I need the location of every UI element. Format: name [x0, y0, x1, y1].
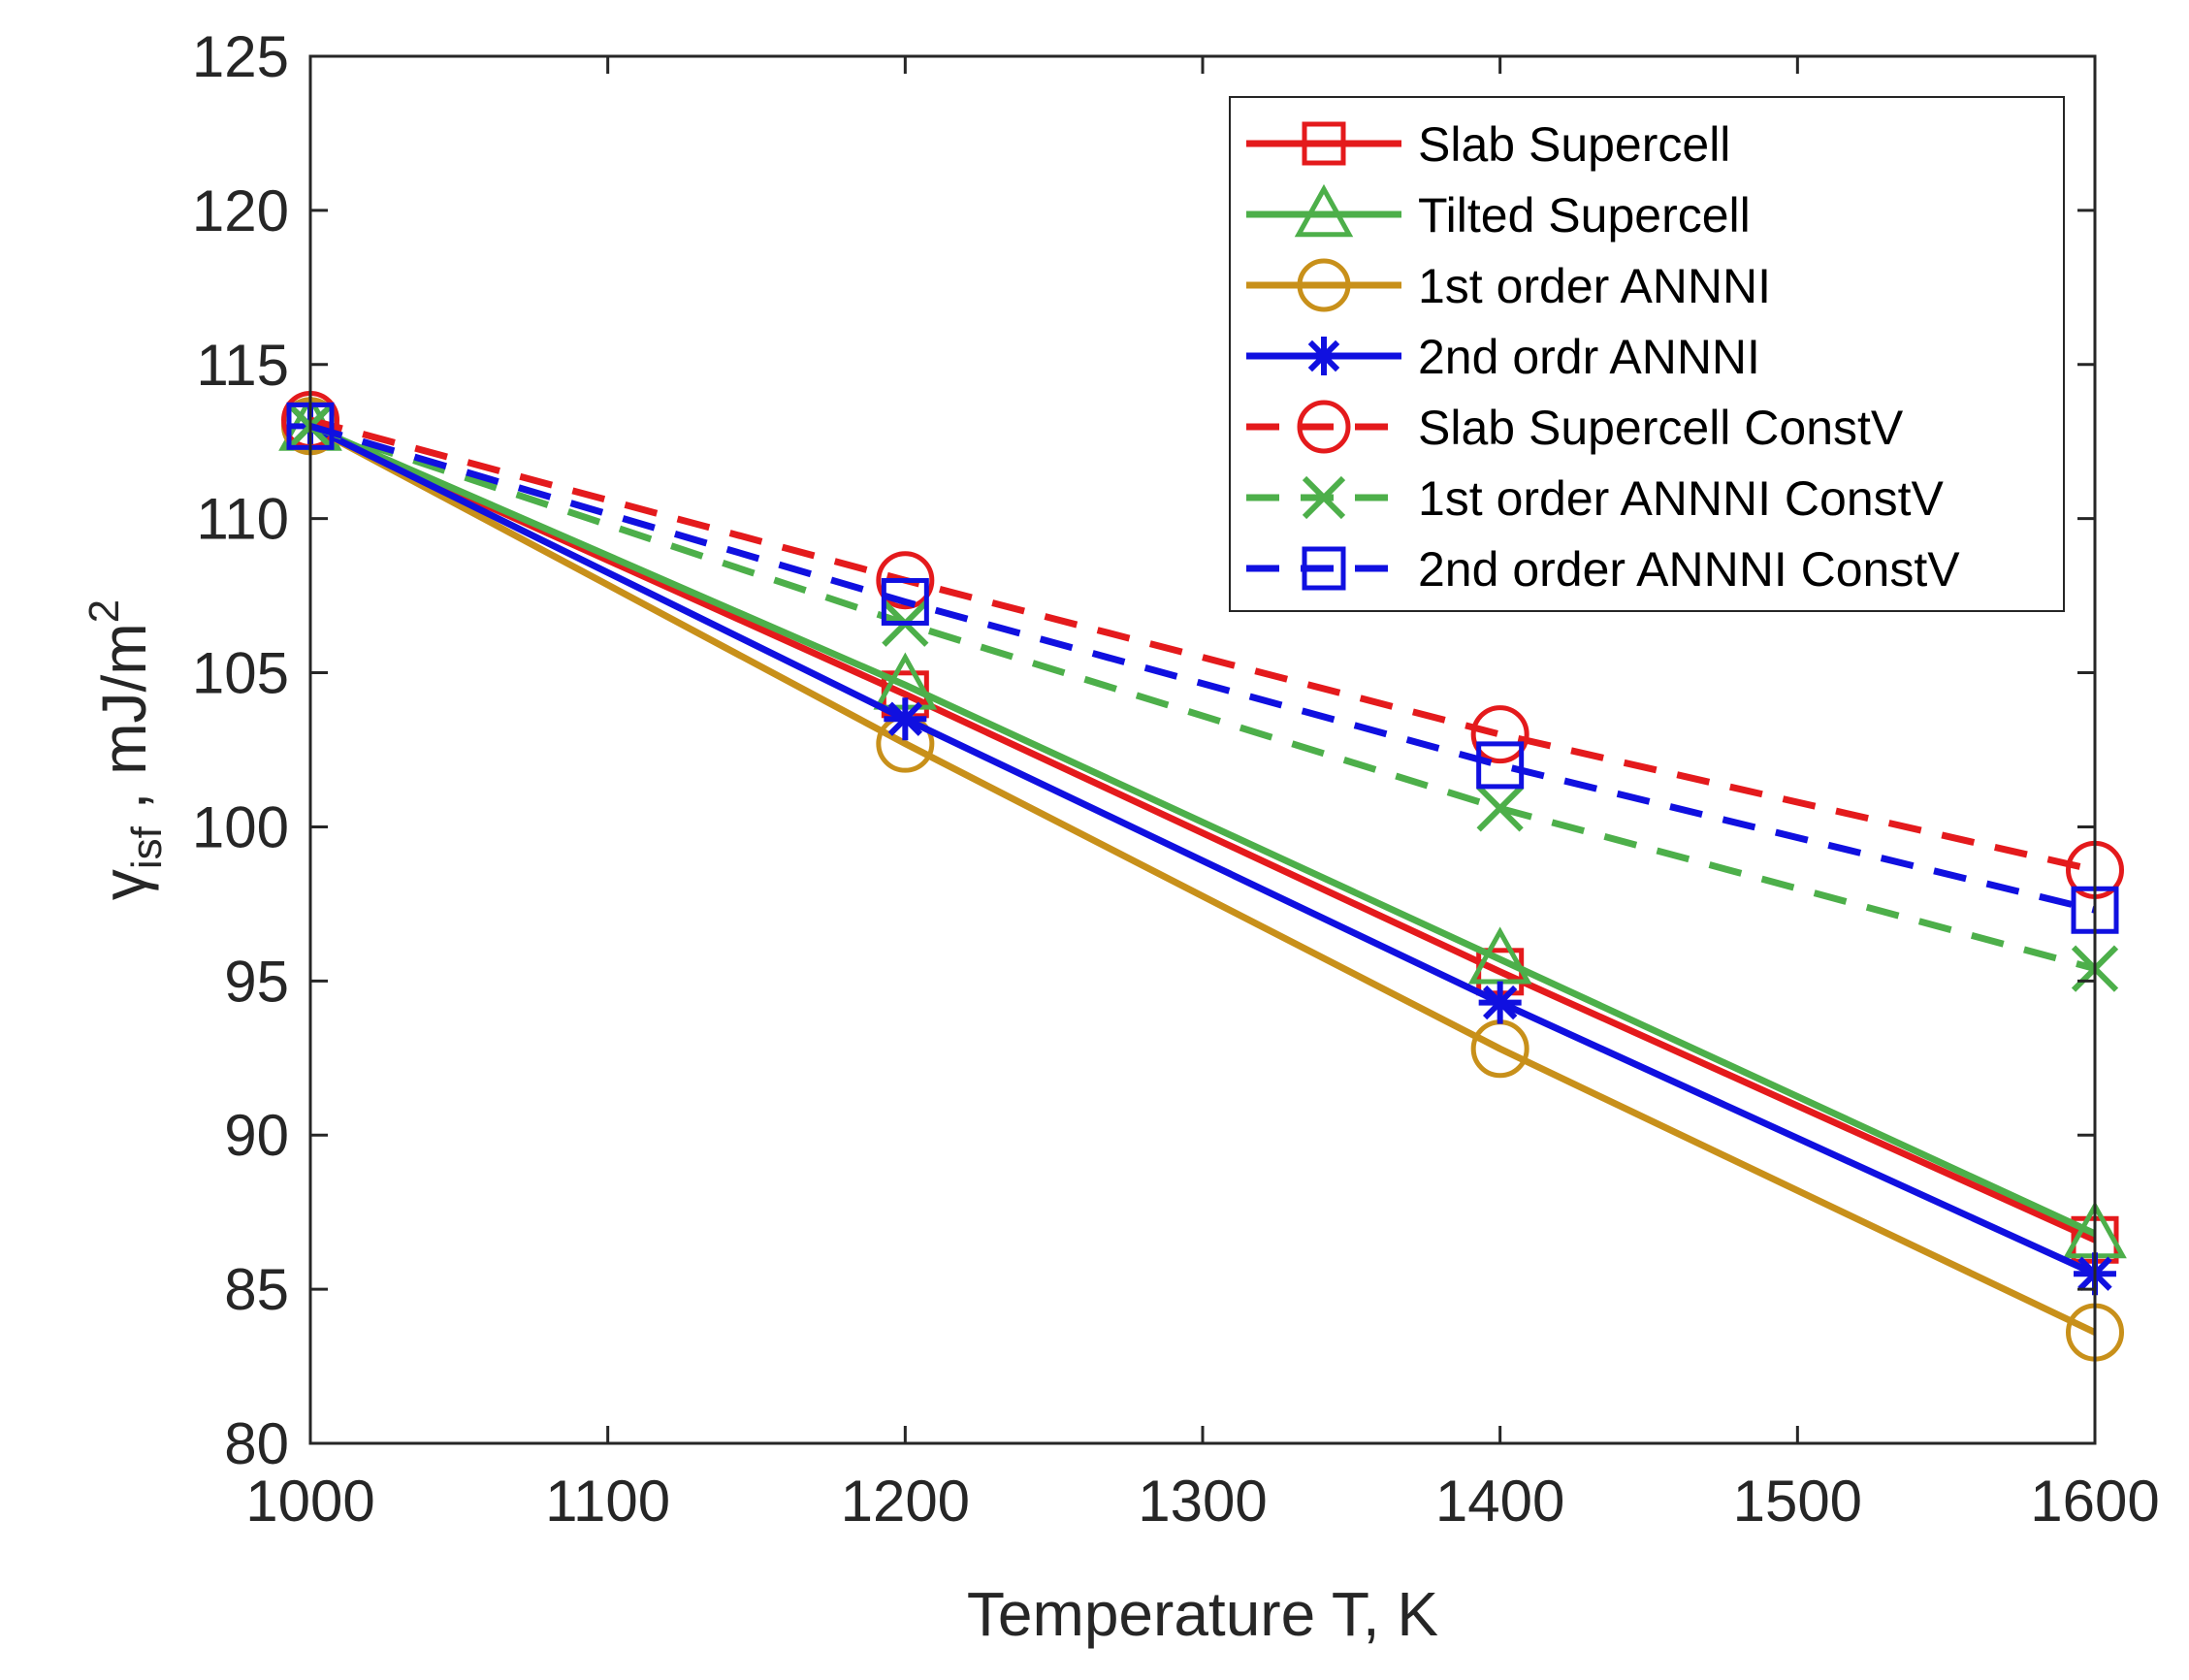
x-tick-label: 1000: [245, 1469, 374, 1534]
legend-label: Slab Supercell ConstV: [1418, 401, 1904, 455]
marker-x: [1302, 475, 1346, 520]
legend-item: 2nd ordr ANNNI: [1246, 330, 1760, 384]
y-tick-label: 110: [196, 487, 289, 552]
x-tick-label: 1300: [1138, 1469, 1267, 1534]
marker-asterisk: [884, 697, 927, 741]
x-tick-label: 1200: [841, 1469, 970, 1534]
x-tick-label: 1600: [2030, 1469, 2159, 1534]
y-tick-label: 80: [224, 1411, 289, 1476]
ticks-layer: 1000 1100 1200 1300 1400 1500 1600 80 85 90 95 100 1…: [192, 24, 2160, 1534]
marker-x: [1476, 785, 1524, 832]
y-axis-title-unit: , mJ/m: [89, 623, 159, 826]
legend-items: Slab Supercell Tilted Supercell 1st order …: [1246, 117, 1960, 597]
legend: Slab Supercell Tilted Supercell 1st order …: [1229, 96, 2065, 612]
x-tick-label: 1400: [1435, 1469, 1564, 1534]
y-tick-label: 120: [192, 178, 289, 243]
y-axis-title-superscript: 2: [80, 599, 128, 623]
marker-square: [1302, 121, 1346, 166]
legend-label: 1st order ANNNI ConstV: [1418, 471, 1945, 526]
series-6: [286, 403, 2119, 992]
legend-item: 1st order ANNNI ConstV: [1246, 471, 1945, 526]
legend-item: Slab Supercell ConstV: [1246, 400, 1904, 455]
y-tick-label: 90: [224, 1103, 289, 1168]
legend-item: Tilted Supercell: [1246, 183, 1751, 242]
marker-circle: [1297, 400, 1351, 454]
marker-asterisk-stroke: [1307, 339, 1340, 372]
marker-circle: [1297, 258, 1351, 312]
legend-label: 2nd ordr ANNNI: [1418, 330, 1760, 384]
y-tick-label: 100: [192, 794, 289, 859]
marker-asterisk: [1304, 337, 1343, 375]
series-line: [309, 422, 2096, 914]
x-axis-title: Temperature T, K: [967, 1579, 1438, 1649]
y-axis-title-subscript: isf: [123, 825, 171, 869]
x-tick-label: 1500: [1733, 1469, 1862, 1534]
marker-x-stroke: [1476, 785, 1524, 832]
series-line: [308, 423, 2097, 1336]
series-line: [308, 423, 2097, 1244]
marker-circle: [1470, 705, 1529, 764]
legend-item: 1st order ANNNI: [1246, 258, 1771, 313]
legend-item: Slab Supercell: [1246, 117, 1730, 172]
y-axis-title: γisf , mJ/m2: [80, 599, 171, 900]
series-line: [309, 416, 2096, 874]
legend-label: 2nd order ANNNI ConstV: [1418, 542, 1960, 597]
marker-triangle: [1294, 183, 1354, 238]
y-tick-label: 85: [224, 1257, 289, 1322]
series-layer: [278, 390, 2127, 1362]
marker-square: [1476, 741, 1525, 790]
x-tick-label: 1100: [545, 1469, 670, 1534]
legend-label: Tilted Supercell: [1418, 188, 1751, 242]
y-tick-label: 125: [192, 24, 289, 89]
legend-label: 1st order ANNNI: [1418, 259, 1771, 313]
y-axis-title-symbol: γ: [89, 869, 159, 900]
y-tick-label: 105: [192, 641, 289, 706]
marker-asterisk-stroke: [1482, 985, 1518, 1020]
series-line: [308, 423, 2096, 973]
marker-square: [1302, 546, 1346, 591]
marker-asterisk: [1478, 981, 1522, 1024]
marker-square: [881, 577, 929, 626]
legend-label: Slab Supercell: [1418, 117, 1730, 172]
marker-x-stroke: [1302, 475, 1346, 520]
marker-asterisk-stroke: [887, 701, 923, 736]
y-tick-label: 115: [196, 333, 289, 398]
series-line: [308, 423, 2097, 1238]
marker-circle: [876, 551, 935, 610]
y-tick-label: 95: [224, 949, 289, 1014]
legend-item: 2nd order ANNNI ConstV: [1246, 542, 1960, 597]
series-line: [308, 423, 2097, 1277]
